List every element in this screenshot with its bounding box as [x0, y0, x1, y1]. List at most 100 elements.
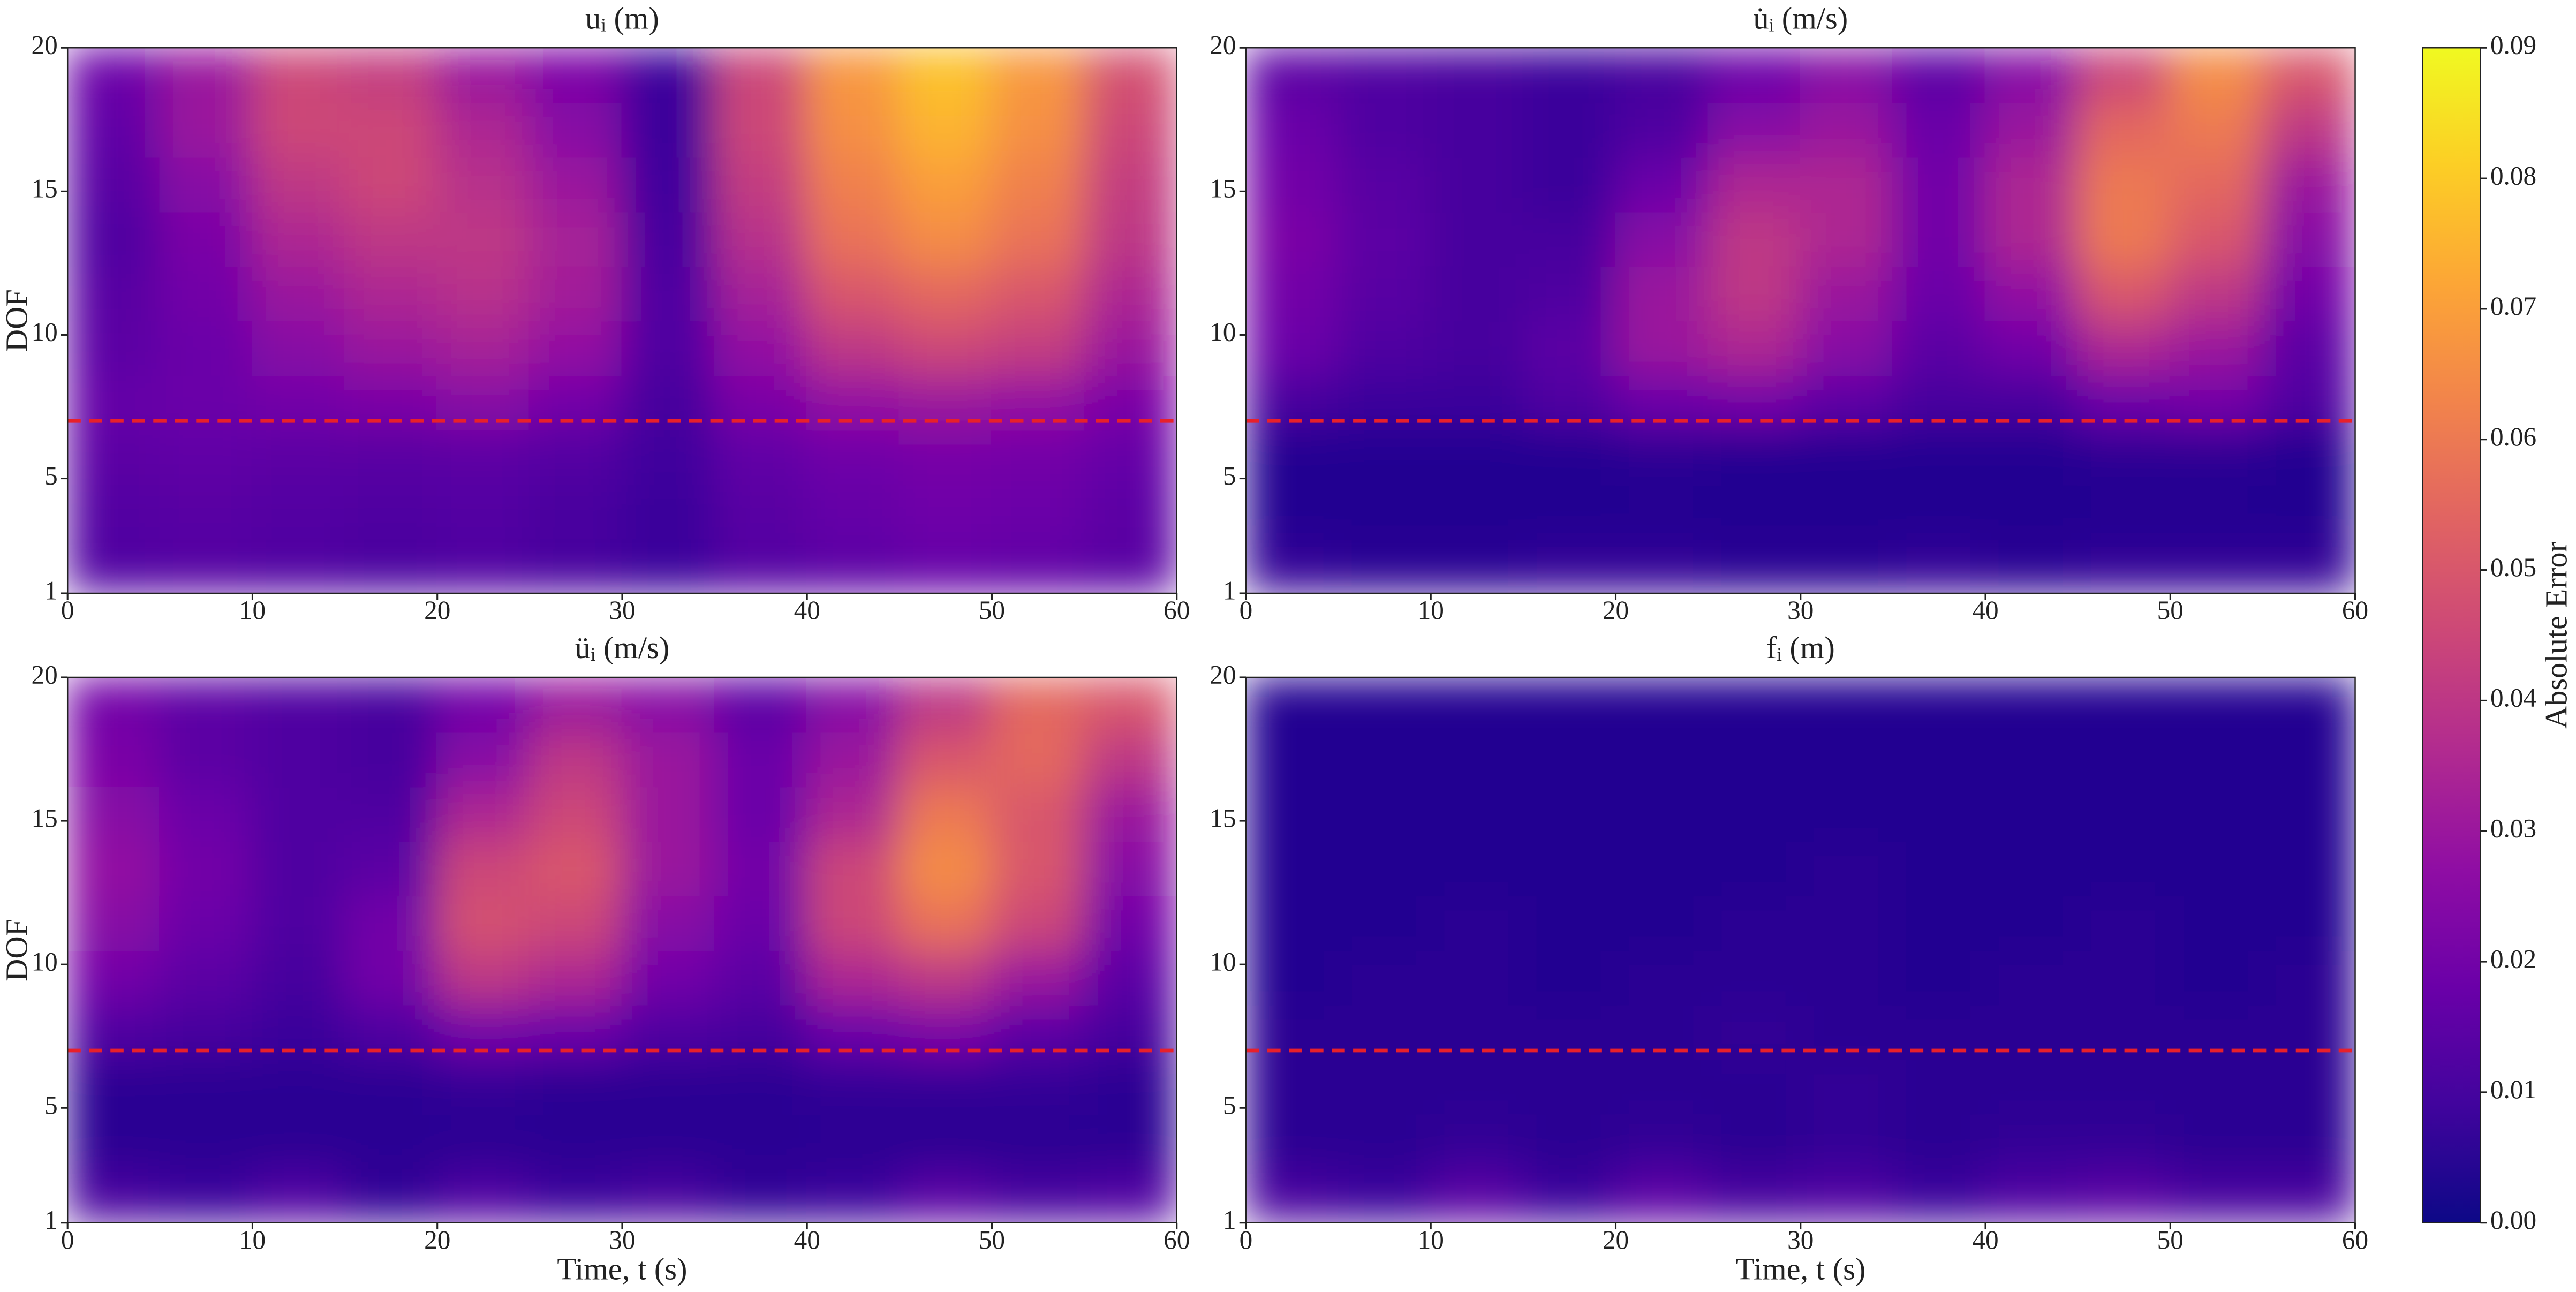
heatmap-cell: [1707, 428, 1802, 485]
y-tick-label: 20: [31, 660, 57, 689]
heatmap-cell: [1707, 731, 1802, 788]
heatmap-cell: [159, 894, 253, 951]
heatmap-cell: [1246, 894, 1340, 951]
heatmap-cell: [898, 731, 993, 788]
heatmap-cell: [1522, 101, 1617, 158]
heatmap-cell: [806, 483, 901, 540]
x-tick-label: 50: [979, 1225, 1005, 1255]
heatmap-cell: [714, 320, 808, 376]
x-tick-label: 10: [1418, 595, 1444, 625]
heatmap-cell: [2077, 48, 2171, 103]
y-axis-label: DOF: [0, 289, 34, 352]
heatmap-cell: [2169, 101, 2264, 158]
colorbar-tick-label: 0.00: [2490, 1205, 2536, 1235]
colorbar-tick-label: 0.07: [2490, 291, 2536, 321]
heatmap-cell: [1430, 538, 1524, 594]
colorbar-tick-label: 0.01: [2490, 1075, 2536, 1104]
heatmap-cell: [67, 840, 161, 897]
heatmap-cell: [1614, 894, 1709, 951]
heatmap-cell: [528, 1058, 623, 1115]
y-tick-label: 10: [31, 947, 57, 976]
heatmap-cell: [1246, 101, 1340, 158]
heatmap-cell: [1614, 538, 1709, 594]
heatmap-cell: [436, 210, 531, 267]
colorbar-tick-label: 0.09: [2490, 31, 2536, 60]
x-tick-label: 20: [424, 595, 450, 625]
heatmap-cell: [1246, 785, 1340, 842]
heatmap-cell: [251, 483, 346, 540]
heatmap-cell: [344, 1058, 439, 1115]
heatmap-cell: [1430, 785, 1524, 842]
heatmap-cell: [991, 428, 1085, 485]
heatmap-cell: [67, 1167, 161, 1223]
heatmap-cell: [714, 483, 808, 540]
heatmap-cell: [1246, 428, 1340, 485]
heatmap-cell: [2262, 677, 2355, 733]
heatmap-cell: [67, 949, 161, 1006]
heatmap-cell: [159, 320, 253, 376]
heatmap-cell: [1430, 428, 1524, 485]
heatmap-cell: [436, 48, 531, 103]
x-tick-label: 60: [1164, 595, 1190, 625]
heatmap-cell: [1614, 210, 1709, 267]
heatmap-area: [1246, 677, 2355, 1223]
heatmap-cell: [2077, 731, 2171, 788]
heatmap-cell: [344, 785, 439, 842]
heatmap-cell: [1430, 265, 1524, 322]
heatmap-cell: [1522, 731, 1617, 788]
x-tick-label: 10: [239, 595, 266, 625]
heatmap-cell: [991, 483, 1085, 540]
heatmap-cell: [159, 538, 253, 594]
heatmap-cell: [67, 894, 161, 951]
panel-title: u̇ᵢ (m/s): [1753, 1, 1848, 35]
heatmap-cell: [1083, 48, 1177, 103]
heatmap-cell: [714, 949, 808, 1006]
heatmap-cell: [159, 1113, 253, 1169]
heatmap-cell: [1246, 840, 1340, 897]
heatmap-cell: [1800, 101, 1894, 158]
heatmap-cell: [528, 1113, 623, 1169]
heatmap-cell: [344, 156, 439, 213]
heatmap-cell: [1892, 1113, 1986, 1169]
heatmap-cell: [806, 731, 901, 788]
heatmap-cell: [1984, 785, 2079, 842]
heatmap-cell: [436, 1113, 531, 1169]
heatmap-cell: [898, 677, 993, 733]
heatmap-cell: [714, 785, 808, 842]
heatmap-cell: [528, 265, 623, 322]
heatmap-cell: [344, 483, 439, 540]
heatmap-cell: [2169, 677, 2264, 733]
heatmap-cell: [436, 785, 531, 842]
heatmap-cell: [528, 483, 623, 540]
heatmap-cell: [1892, 210, 1986, 267]
heatmap-cell: [2169, 320, 2264, 376]
heatmap-cell: [1800, 840, 1894, 897]
heatmap-cell: [159, 785, 253, 842]
heatmap-cell: [436, 483, 531, 540]
heatmap-cell: [436, 538, 531, 594]
heatmap-cell: [1984, 101, 2079, 158]
heatmap-cell: [251, 1167, 346, 1223]
heatmap-cell: [1338, 101, 1432, 158]
heatmap-cell: [806, 894, 901, 951]
heatmap-cell: [1430, 677, 1524, 733]
heatmap-cell: [1338, 1058, 1432, 1115]
heatmap-cell: [1338, 48, 1432, 103]
x-tick-label: 0: [1240, 595, 1253, 625]
heatmap-cell: [2262, 538, 2355, 594]
heatmap-cell: [1984, 156, 2079, 213]
heatmap-cell: [159, 210, 253, 267]
heatmap-cell: [528, 210, 623, 267]
heatmap-cell: [991, 894, 1085, 951]
heatmap-cell: [714, 1113, 808, 1169]
heatmap-cell: [436, 101, 531, 158]
heatmap-cell: [806, 949, 901, 1006]
heatmap-cell: [67, 48, 161, 103]
heatmap-cell: [1800, 538, 1894, 594]
heatmap-cell: [1522, 949, 1617, 1006]
heatmap-cell: [2262, 1058, 2355, 1115]
heatmap-cell: [991, 210, 1085, 267]
heatmap-cell: [1984, 428, 2079, 485]
heatmap-cell: [1246, 265, 1340, 322]
heatmap-cell: [621, 840, 716, 897]
